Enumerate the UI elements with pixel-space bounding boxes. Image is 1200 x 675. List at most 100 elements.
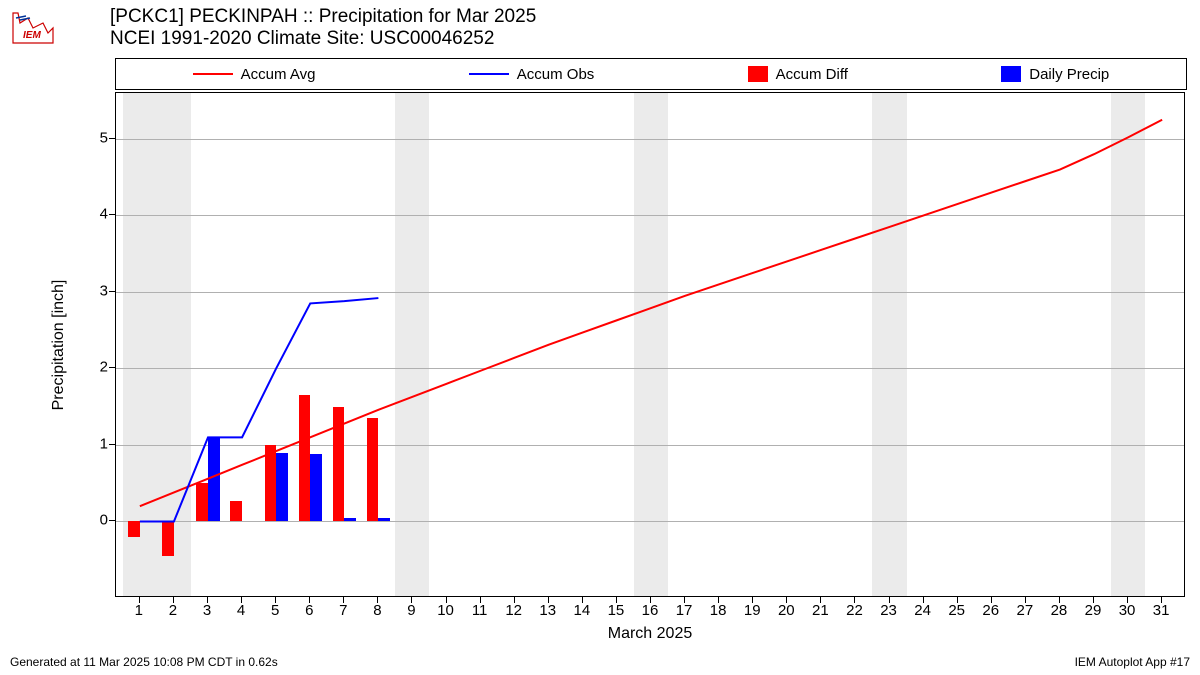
plot-area <box>115 92 1185 597</box>
y-tick-label: 5 <box>100 129 108 146</box>
x-tick-mark <box>1127 597 1128 603</box>
y-tick-label: 3 <box>100 282 108 299</box>
line-layer <box>116 93 1184 596</box>
x-tick-label: 12 <box>505 602 522 619</box>
title-line-1: [PCKC1] PECKINPAH :: Precipitation for M… <box>110 6 536 28</box>
x-tick-mark <box>1093 597 1094 603</box>
y-tick-label: 4 <box>100 206 108 223</box>
x-tick-mark <box>752 597 753 603</box>
x-tick-label: 17 <box>676 602 693 619</box>
accum-avg-line <box>140 120 1162 506</box>
chart-title: [PCKC1] PECKINPAH :: Precipitation for M… <box>110 6 536 50</box>
x-tick-label: 20 <box>778 602 795 619</box>
x-tick-mark <box>139 597 140 603</box>
x-tick-label: 13 <box>539 602 556 619</box>
x-tick-mark <box>480 597 481 603</box>
legend-item: Accum Avg <box>193 66 316 83</box>
x-tick-mark <box>582 597 583 603</box>
x-tick-label: 16 <box>642 602 659 619</box>
x-tick-mark <box>446 597 447 603</box>
x-tick-label: 2 <box>169 602 177 619</box>
x-tick-label: 10 <box>437 602 454 619</box>
x-tick-mark <box>514 597 515 603</box>
x-tick-label: 15 <box>608 602 625 619</box>
footer-generated: Generated at 11 Mar 2025 10:08 PM CDT in… <box>10 655 278 669</box>
y-axis-label: Precipitation [inch] <box>50 280 68 411</box>
x-tick-mark <box>957 597 958 603</box>
x-tick-label: 14 <box>574 602 591 619</box>
x-tick-label: 6 <box>305 602 313 619</box>
x-tick-mark <box>411 597 412 603</box>
legend-swatch <box>748 66 768 82</box>
x-tick-mark <box>377 597 378 603</box>
x-tick-mark <box>991 597 992 603</box>
legend-item: Accum Obs <box>469 66 595 83</box>
x-tick-label: 3 <box>203 602 211 619</box>
legend-label: Daily Precip <box>1029 66 1109 83</box>
x-tick-mark <box>718 597 719 603</box>
x-tick-label: 22 <box>846 602 863 619</box>
x-tick-label: 18 <box>710 602 727 619</box>
iem-logo: IEM <box>8 8 58 48</box>
x-tick-mark <box>684 597 685 603</box>
x-tick-label: 7 <box>339 602 347 619</box>
x-tick-mark <box>309 597 310 603</box>
x-tick-mark <box>923 597 924 603</box>
x-tick-mark <box>616 597 617 603</box>
x-tick-label: 30 <box>1119 602 1136 619</box>
legend-label: Accum Obs <box>517 66 595 83</box>
legend-swatch <box>193 73 233 75</box>
x-axis-label: March 2025 <box>608 625 693 643</box>
title-line-2: NCEI 1991-2020 Climate Site: USC00046252 <box>110 28 536 50</box>
svg-text:IEM: IEM <box>23 30 41 41</box>
x-tick-mark <box>820 597 821 603</box>
x-tick-label: 25 <box>948 602 965 619</box>
x-tick-mark <box>889 597 890 603</box>
legend-label: Accum Diff <box>776 66 848 83</box>
x-tick-mark <box>1059 597 1060 603</box>
x-tick-mark <box>854 597 855 603</box>
legend-swatch <box>469 73 509 75</box>
x-tick-mark <box>343 597 344 603</box>
x-tick-label: 26 <box>982 602 999 619</box>
x-tick-label: 9 <box>407 602 415 619</box>
y-tick-mark <box>109 520 115 521</box>
x-tick-mark <box>241 597 242 603</box>
x-tick-mark <box>173 597 174 603</box>
legend-swatch <box>1001 66 1021 82</box>
x-tick-label: 4 <box>237 602 245 619</box>
x-tick-mark <box>207 597 208 603</box>
x-tick-label: 28 <box>1051 602 1068 619</box>
x-tick-label: 1 <box>135 602 143 619</box>
y-tick-mark <box>109 444 115 445</box>
x-tick-mark <box>1161 597 1162 603</box>
y-tick-label: 2 <box>100 359 108 376</box>
x-tick-label: 24 <box>914 602 931 619</box>
x-tick-mark <box>275 597 276 603</box>
legend-label: Accum Avg <box>241 66 316 83</box>
x-tick-label: 27 <box>1016 602 1033 619</box>
x-tick-label: 19 <box>744 602 761 619</box>
x-tick-label: 5 <box>271 602 279 619</box>
x-tick-mark <box>786 597 787 603</box>
y-tick-label: 0 <box>100 512 108 529</box>
x-tick-label: 21 <box>812 602 829 619</box>
y-tick-mark <box>109 214 115 215</box>
accum-obs-line <box>140 298 379 521</box>
footer-app: IEM Autoplot App #17 <box>1075 655 1190 669</box>
x-tick-label: 23 <box>880 602 897 619</box>
x-tick-label: 8 <box>373 602 381 619</box>
y-tick-label: 1 <box>100 435 108 452</box>
y-tick-mark <box>109 138 115 139</box>
x-tick-label: 29 <box>1085 602 1102 619</box>
x-tick-label: 31 <box>1153 602 1170 619</box>
y-tick-mark <box>109 291 115 292</box>
legend-item: Daily Precip <box>1001 66 1109 83</box>
y-tick-mark <box>109 367 115 368</box>
x-tick-mark <box>650 597 651 603</box>
legend-item: Accum Diff <box>748 66 848 83</box>
x-tick-mark <box>548 597 549 603</box>
x-tick-mark <box>1025 597 1026 603</box>
x-tick-label: 11 <box>472 602 488 619</box>
legend: Accum Avg Accum Obs Accum Diff Daily Precip <box>115 58 1187 90</box>
